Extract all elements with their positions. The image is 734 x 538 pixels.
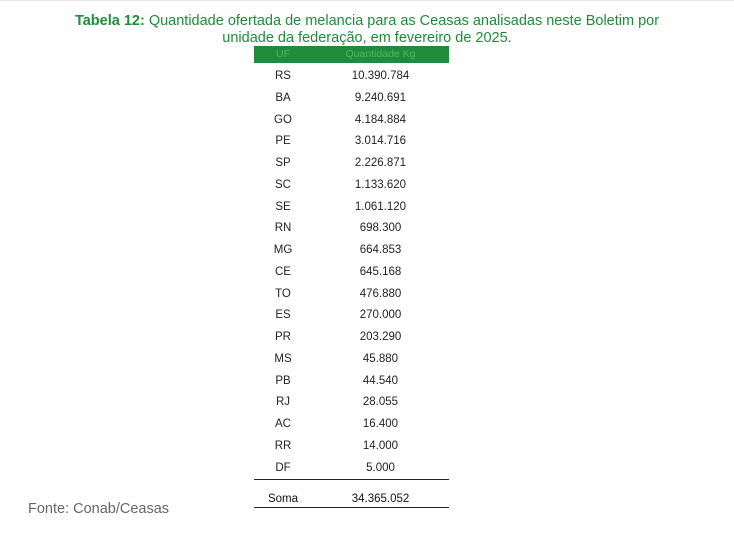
cell-quantity: 3.014.716 [354,135,407,148]
table-row: TO 476.880 [254,284,449,306]
cell-quantity: 10.390.784 [351,70,410,82]
table-row: RR 14.000 [254,436,449,458]
cell-uf: MS [274,352,292,365]
cell-uf: SP [275,157,291,169]
table-row: MG 664.853 [254,240,449,262]
table-row: AC 16.400 [254,414,449,436]
cell-quantity: 270.000 [359,309,402,322]
cell-uf: RN [274,222,292,235]
cell-uf: DF [275,461,291,474]
cell-quantity: 2.226.871 [354,157,407,169]
cell-quantity: 44.540 [362,374,399,387]
table-row: GO 4.184.884 [254,110,449,132]
cell-uf: AC [275,418,291,430]
cell-uf: GO [274,113,292,126]
cell-quantity: 1.133.620 [354,178,407,191]
caption-text-1: Quantidade ofertada de melancia para as … [144,13,660,29]
cell-uf: ES [275,309,291,322]
table-row: BA 9.240.691 [254,88,449,110]
cell-uf: PB [275,374,291,387]
total-row: Soma 34.365.052 [254,490,449,509]
cell-uf: SC [275,178,291,191]
table-row: SC 1.133.620 [254,175,449,197]
caption-line-2: unidade da federação, em fevereiro de 20… [222,30,512,46]
total-label: Soma [267,492,299,505]
top-divider [0,0,734,1]
table-header: UF Quantidade Kg [254,46,449,63]
cell-quantity: 9.240.691 [354,91,407,104]
cell-quantity: 698.300 [359,222,402,235]
cell-quantity: 476.880 [359,287,402,300]
table-row: SE 1.061.120 [254,197,449,219]
table-row: PE 3.014.716 [254,131,449,153]
table-row: MS 45.880 [254,349,449,371]
cell-quantity: 4.184.884 [354,113,407,126]
cell-uf: MG [273,244,293,256]
cell-quantity: 45.880 [362,352,399,365]
header-uf: UF [276,48,290,60]
table-row: SP 2.226.871 [254,153,449,175]
table-row: PR 203.290 [254,327,449,349]
cell-uf: CE [275,265,291,278]
cell-quantity: 664.853 [359,244,402,256]
table-row: DF 5.000 [254,458,449,481]
cell-quantity: 1.061.120 [354,200,407,213]
uf-quantity-table: UF Quantidade Kg RS 10.390.784 BA 9.240.69… [254,46,449,509]
header-quantity: Quantidade Kg [345,48,416,60]
caption-line-1: Tabela 12: Quantidade ofertada de melanc… [30,13,704,30]
cell-quantity: 16.400 [362,418,399,430]
source-note: Fonte: Conab/Ceasas [28,501,170,517]
cell-quantity: 645.168 [359,265,402,278]
cell-uf: BA [275,91,291,104]
cell-uf: RR [274,439,292,452]
cell-uf: RJ [275,396,291,409]
cell-uf: PR [275,331,291,343]
table-row: RN 698.300 [254,218,449,240]
table-body: RS 10.390.784 BA 9.240.691 GO 4.184.884 PE 3… [254,63,449,481]
cell-uf: PE [275,135,291,148]
caption-label: Tabela 12: [74,13,145,29]
cell-quantity: 203.290 [359,331,402,343]
cell-quantity: 5.000 [366,461,395,474]
table-row: ES 270.000 [254,305,449,327]
table-caption: Tabela 12: Quantidade ofertada de melanc… [30,13,704,47]
table-row: RJ 28.055 [254,392,449,414]
cell-uf: RS [275,70,291,82]
table-row: CE 645.168 [254,262,449,284]
cell-quantity: 28.055 [362,396,399,409]
cell-uf: SE [275,200,291,213]
total-value: 34.365.052 [351,492,410,505]
cell-quantity: 14.000 [362,439,399,452]
cell-uf: TO [275,287,291,300]
table-row: RS 10.390.784 [254,66,449,88]
table-row: PB 44.540 [254,371,449,393]
